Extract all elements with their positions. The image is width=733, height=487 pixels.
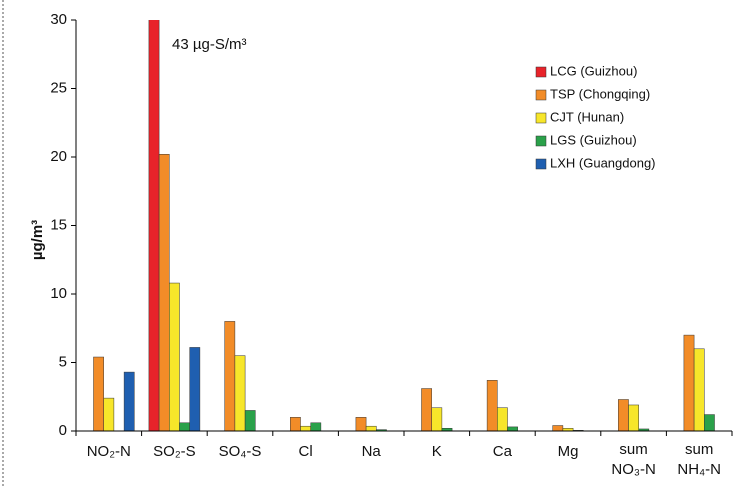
bar	[244, 410, 256, 432]
legend-swatch	[535, 135, 547, 147]
legend-label: LXH (Guangdong)	[550, 155, 656, 170]
legend-swatch	[535, 89, 547, 101]
x-tick-label: sum NH₄-N	[677, 441, 721, 478]
bar	[552, 425, 564, 432]
bar	[431, 407, 443, 432]
y-tick-label: 5	[59, 353, 67, 370]
x-tick-label: SO₄-S	[219, 443, 262, 460]
bar	[158, 154, 170, 432]
bar	[507, 426, 518, 432]
y-tick-label: 20	[50, 148, 67, 165]
legend-swatch	[535, 158, 547, 170]
bar	[234, 355, 246, 432]
legend-label: LCG (Guizhou)	[550, 63, 637, 78]
x-tick-label: Cl	[299, 443, 313, 460]
bars	[93, 20, 715, 432]
x-tick-label: Ca	[493, 443, 513, 460]
legend-label: LGS (Guizhou)	[550, 132, 637, 147]
x-tick-label: sum NO₃-N	[611, 441, 655, 478]
bar	[224, 321, 236, 432]
x-tick-label: Na	[362, 443, 382, 460]
bar	[103, 397, 115, 432]
bar	[497, 407, 508, 432]
x-tick-label: SO₂-S	[153, 443, 196, 460]
bar	[179, 422, 190, 432]
bar	[148, 20, 160, 432]
bar	[355, 417, 367, 432]
bar	[628, 404, 639, 432]
y-tick-label: 15	[50, 216, 67, 233]
annotation: 43 µg-S/m³	[172, 36, 247, 53]
y-tick-label: 30	[50, 11, 67, 28]
bar	[486, 380, 498, 432]
y-tick-label: 25	[50, 79, 67, 96]
x-tick-label: Mg	[558, 443, 579, 460]
bar	[93, 356, 104, 432]
x-tick-label: NO₂-N	[87, 443, 131, 460]
bar	[618, 399, 629, 432]
x-tick-label: K	[432, 443, 442, 460]
bar	[169, 282, 180, 432]
bar	[310, 422, 322, 432]
y-tick-label: 10	[50, 285, 67, 302]
bar	[704, 414, 715, 432]
bar	[123, 371, 135, 432]
bar	[189, 347, 201, 432]
bar	[683, 334, 695, 432]
bar	[693, 348, 705, 432]
legend-swatch	[535, 112, 547, 124]
bar	[421, 388, 432, 432]
bar	[365, 425, 377, 432]
y-tick-label: 0	[59, 422, 67, 439]
legend-label: TSP (Chongqing)	[550, 86, 650, 101]
legend-swatch	[535, 66, 547, 78]
bar	[290, 417, 301, 432]
bar	[300, 425, 311, 432]
legend-label: CJT (Hunan)	[550, 109, 624, 124]
y-axis-label: µg/m³	[29, 220, 46, 260]
